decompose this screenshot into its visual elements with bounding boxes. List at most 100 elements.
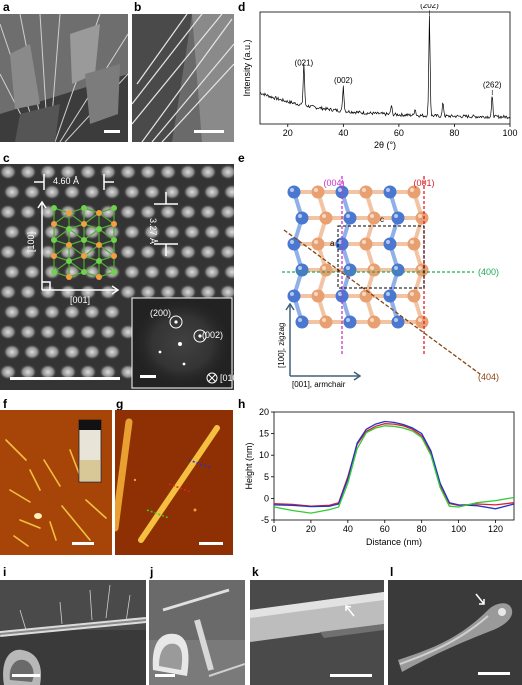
lattice-bond: [98, 212, 115, 225]
profile-line-blue: [273, 420, 515, 510]
atom-column: [203, 184, 221, 200]
lattice-atom: [51, 269, 57, 275]
atom-column: [139, 284, 157, 300]
plot-frame: [259, 11, 511, 125]
x-axis-label: 2θ (°): [374, 140, 396, 150]
atom-highlight: [418, 214, 422, 218]
atom-highlight: [314, 240, 318, 244]
peak-label-6: (262): [483, 81, 502, 90]
lattice-atom: [96, 210, 102, 216]
atom-column: [183, 184, 201, 200]
plane-label-004: (004): [323, 178, 344, 188]
panel-label-k: k: [252, 565, 259, 579]
x-tick-label: 120: [488, 524, 503, 534]
lattice-bond: [83, 244, 100, 257]
lattice-atom: [81, 205, 87, 211]
atom-column: [99, 364, 117, 380]
scale-bar-b: [194, 130, 224, 133]
x-tick-label: 100: [451, 524, 466, 534]
atom-highlight: [370, 266, 374, 270]
x-tick-label: 60: [394, 128, 404, 138]
lattice-atom: [51, 205, 57, 211]
atom-column: [199, 164, 217, 180]
cell-label-c: c: [380, 215, 384, 224]
sem-image-j: [149, 580, 245, 685]
atom-highlight: [322, 266, 326, 270]
atom-column: [59, 324, 77, 340]
atom-highlight: [338, 240, 342, 244]
lattice-atom: [96, 274, 102, 280]
y-tick-label: -5: [261, 515, 269, 525]
atom-blue: [287, 289, 301, 303]
atom-highlight: [410, 240, 414, 244]
atom-column: [159, 244, 177, 260]
atom-orange: [407, 289, 421, 303]
xrd-trace: [260, 15, 511, 120]
atom-column: [103, 224, 121, 240]
sem-image-i: [0, 580, 146, 685]
atom-highlight: [370, 318, 374, 322]
atom-column: [203, 264, 221, 280]
atom-blue: [287, 237, 301, 251]
crystal-structure-e: (004) (001) (400) (404) a c [100], zigzag [001]…: [277, 176, 499, 389]
atom-column: [223, 184, 234, 200]
atom-column: [183, 264, 201, 280]
fft-spot-200-label: (200): [150, 308, 172, 318]
atom-column: [19, 284, 37, 300]
afm-image-f: [0, 410, 112, 555]
atom-column: [223, 224, 234, 240]
atom-column: [219, 284, 234, 300]
atom-column: [43, 304, 61, 320]
atom-column: [139, 244, 157, 260]
atom-column: [59, 364, 77, 380]
lattice-atom: [96, 258, 102, 264]
atom-column: [179, 244, 197, 260]
atom-blue: [383, 185, 397, 199]
atom-column: [199, 244, 217, 260]
atom-column: [43, 344, 61, 360]
atom-blue: [295, 315, 309, 329]
atom-blue: [391, 211, 405, 225]
atom-column: [139, 164, 157, 180]
lattice-atom: [96, 226, 102, 232]
atom-column: [0, 204, 17, 220]
atom-column: [159, 204, 177, 220]
y-axis-label: Height (nm): [244, 442, 254, 489]
atom-highlight: [394, 266, 398, 270]
atom-highlight: [362, 188, 366, 192]
atom-column: [19, 244, 37, 260]
peak-label-0: (021): [295, 58, 314, 67]
x-tick-label: 60: [380, 524, 390, 534]
atom-highlight: [386, 188, 390, 192]
lattice-atom: [111, 269, 117, 275]
y-tick-label: 10: [259, 450, 269, 460]
atom-orange: [367, 263, 381, 277]
atom-highlight: [314, 188, 318, 192]
atom-highlight: [418, 318, 422, 322]
atom-column: [0, 284, 17, 300]
axis-label-zigzag: [100], zigzag: [277, 323, 286, 368]
atom-blue: [343, 315, 357, 329]
atom-column: [0, 164, 17, 180]
atom-column: [163, 264, 181, 280]
lattice-atom: [96, 242, 102, 248]
atom-highlight: [298, 318, 302, 322]
atom-column: [219, 204, 234, 220]
atom-column: [0, 364, 17, 380]
lattice-atom: [111, 253, 117, 259]
atom-column: [83, 304, 101, 320]
atom-column: [103, 304, 121, 320]
lattice-atom: [66, 274, 72, 280]
atom-highlight: [394, 214, 398, 218]
lattice-atom: [81, 221, 87, 227]
atom-blue: [391, 263, 405, 277]
panel-label-l: l: [390, 565, 394, 579]
atom-highlight: [410, 292, 414, 296]
lattice-atom: [81, 237, 87, 243]
lattice-atom: [81, 253, 87, 259]
atom-column: [59, 164, 77, 180]
atom-highlight: [338, 188, 342, 192]
atom-orange: [359, 237, 373, 251]
atom-column: [179, 284, 197, 300]
atom-highlight: [362, 292, 366, 296]
